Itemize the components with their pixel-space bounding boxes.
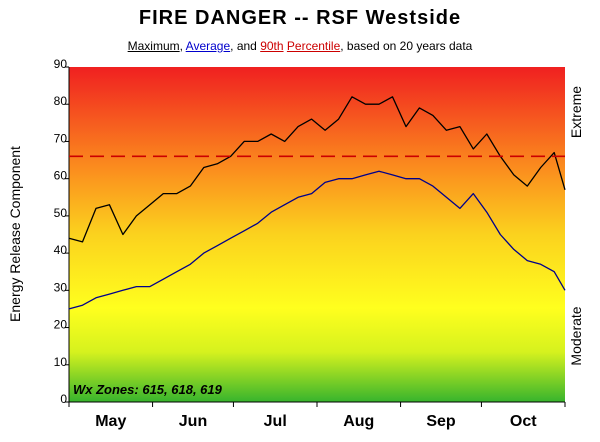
moderate-label: Moderate xyxy=(568,306,584,365)
x-axis: May Jun Jul Aug Sep Oct xyxy=(68,401,566,430)
legend-maximum: Maximum xyxy=(127,39,180,53)
legend-90th: 90th xyxy=(260,39,284,53)
chart-title: FIRE DANGER -- RSF Westside xyxy=(138,7,462,29)
y-tick-label: 30 xyxy=(54,280,68,294)
y-tick-label: 90 xyxy=(54,57,68,71)
x-tick-label: Aug xyxy=(343,413,374,430)
y-tick-label: 80 xyxy=(54,94,68,108)
x-tick-label: Oct xyxy=(510,413,537,430)
series-average xyxy=(68,170,566,310)
legend-suffix: , based on 20 years data xyxy=(340,39,473,53)
chart-legend: Maximum, Average, and 90th Percentile, b… xyxy=(0,39,600,53)
plot-background xyxy=(69,67,565,402)
x-tick-label: Jun xyxy=(179,413,207,430)
legend-percentile: Percentile xyxy=(286,39,341,53)
y-tick-label: 50 xyxy=(54,206,68,220)
y-tick-label: 10 xyxy=(54,355,68,369)
extreme-label: Extreme xyxy=(568,86,584,138)
y-tick-label: 0 xyxy=(60,392,67,406)
series-layer xyxy=(68,96,566,310)
y-axis-label: Energy Release Component xyxy=(7,146,23,322)
y-axis: 0 10 20 30 40 50 60 70 80 90 xyxy=(54,57,70,406)
x-tick-label: May xyxy=(95,413,126,430)
y-tick-label: 70 xyxy=(54,131,68,145)
y-tick-label: 40 xyxy=(54,243,68,257)
y-tick-label: 60 xyxy=(54,169,68,183)
legend-average: Average xyxy=(185,39,231,53)
x-tick-label: Jul xyxy=(264,413,287,430)
legend-sep-2: , and xyxy=(230,39,261,53)
legend-sep-1: , xyxy=(179,39,186,53)
x-tick-label: Sep xyxy=(426,413,456,430)
zones-annotation: Wx Zones: 615, 618, 619 xyxy=(73,382,223,397)
y-tick-label: 20 xyxy=(54,318,68,332)
series-maximum xyxy=(68,96,566,243)
